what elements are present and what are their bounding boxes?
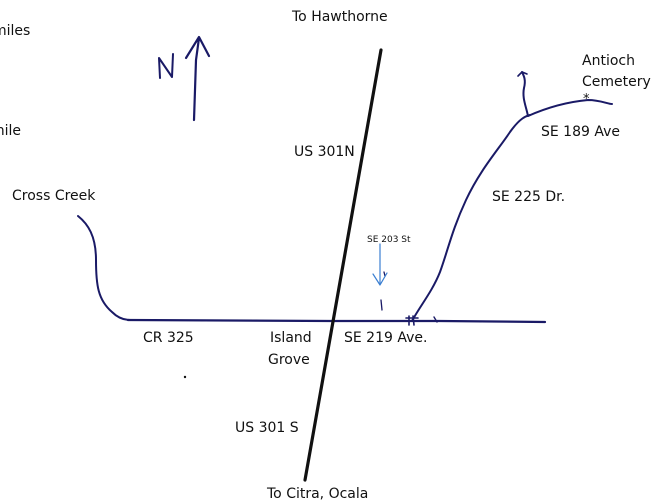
- junction-tick: [433, 316, 438, 323]
- north-arrow-icon: [184, 35, 211, 122]
- se-203-st-label: SE 203 St: [367, 235, 411, 245]
- se-203-st-arrow: [372, 243, 388, 286]
- antioch-label: Antioch: [582, 53, 635, 69]
- island-label: Island: [270, 330, 312, 346]
- stray-dot: [183, 375, 187, 379]
- cemetery-marker-icon: *: [583, 92, 590, 107]
- cr-325-label: CR 325: [143, 330, 194, 346]
- se-225-dr-road: [411, 114, 531, 322]
- grove-label: Grove: [268, 352, 310, 368]
- se-225-dr-label: SE 225 Dr.: [492, 189, 566, 205]
- se-203-st-stub: [380, 271, 386, 311]
- se-189-ave-label: SE 189 Ave: [541, 124, 621, 140]
- antioch-spur-road: [521, 71, 529, 117]
- junction-mark: [405, 315, 419, 326]
- scale-mile-label: mile: [0, 123, 22, 139]
- cemetery-label: Cemetery: [582, 74, 651, 90]
- to-hawthorne-label: To Hawthorne: [292, 9, 388, 25]
- se-189-ave-road: [527, 98, 613, 117]
- cr-325-road: [126, 318, 547, 324]
- cross-creek-label: Cross Creek: [12, 188, 96, 204]
- cross-creek-road: [77, 215, 131, 321]
- us-301n-label: US 301N: [294, 144, 355, 160]
- se-219-ave-label: SE 219 Ave.: [344, 330, 428, 346]
- us-301-highway: [303, 48, 383, 482]
- us-301s-label: US 301 S: [235, 420, 299, 436]
- north-n-letter: [158, 53, 174, 79]
- to-citra-ocala-label: To Citra, Ocala: [267, 486, 369, 502]
- antioch-spur-tick: [517, 71, 528, 77]
- scale-miles-label: miles: [0, 23, 31, 39]
- north-label: N: [0, 0, 1, 1]
